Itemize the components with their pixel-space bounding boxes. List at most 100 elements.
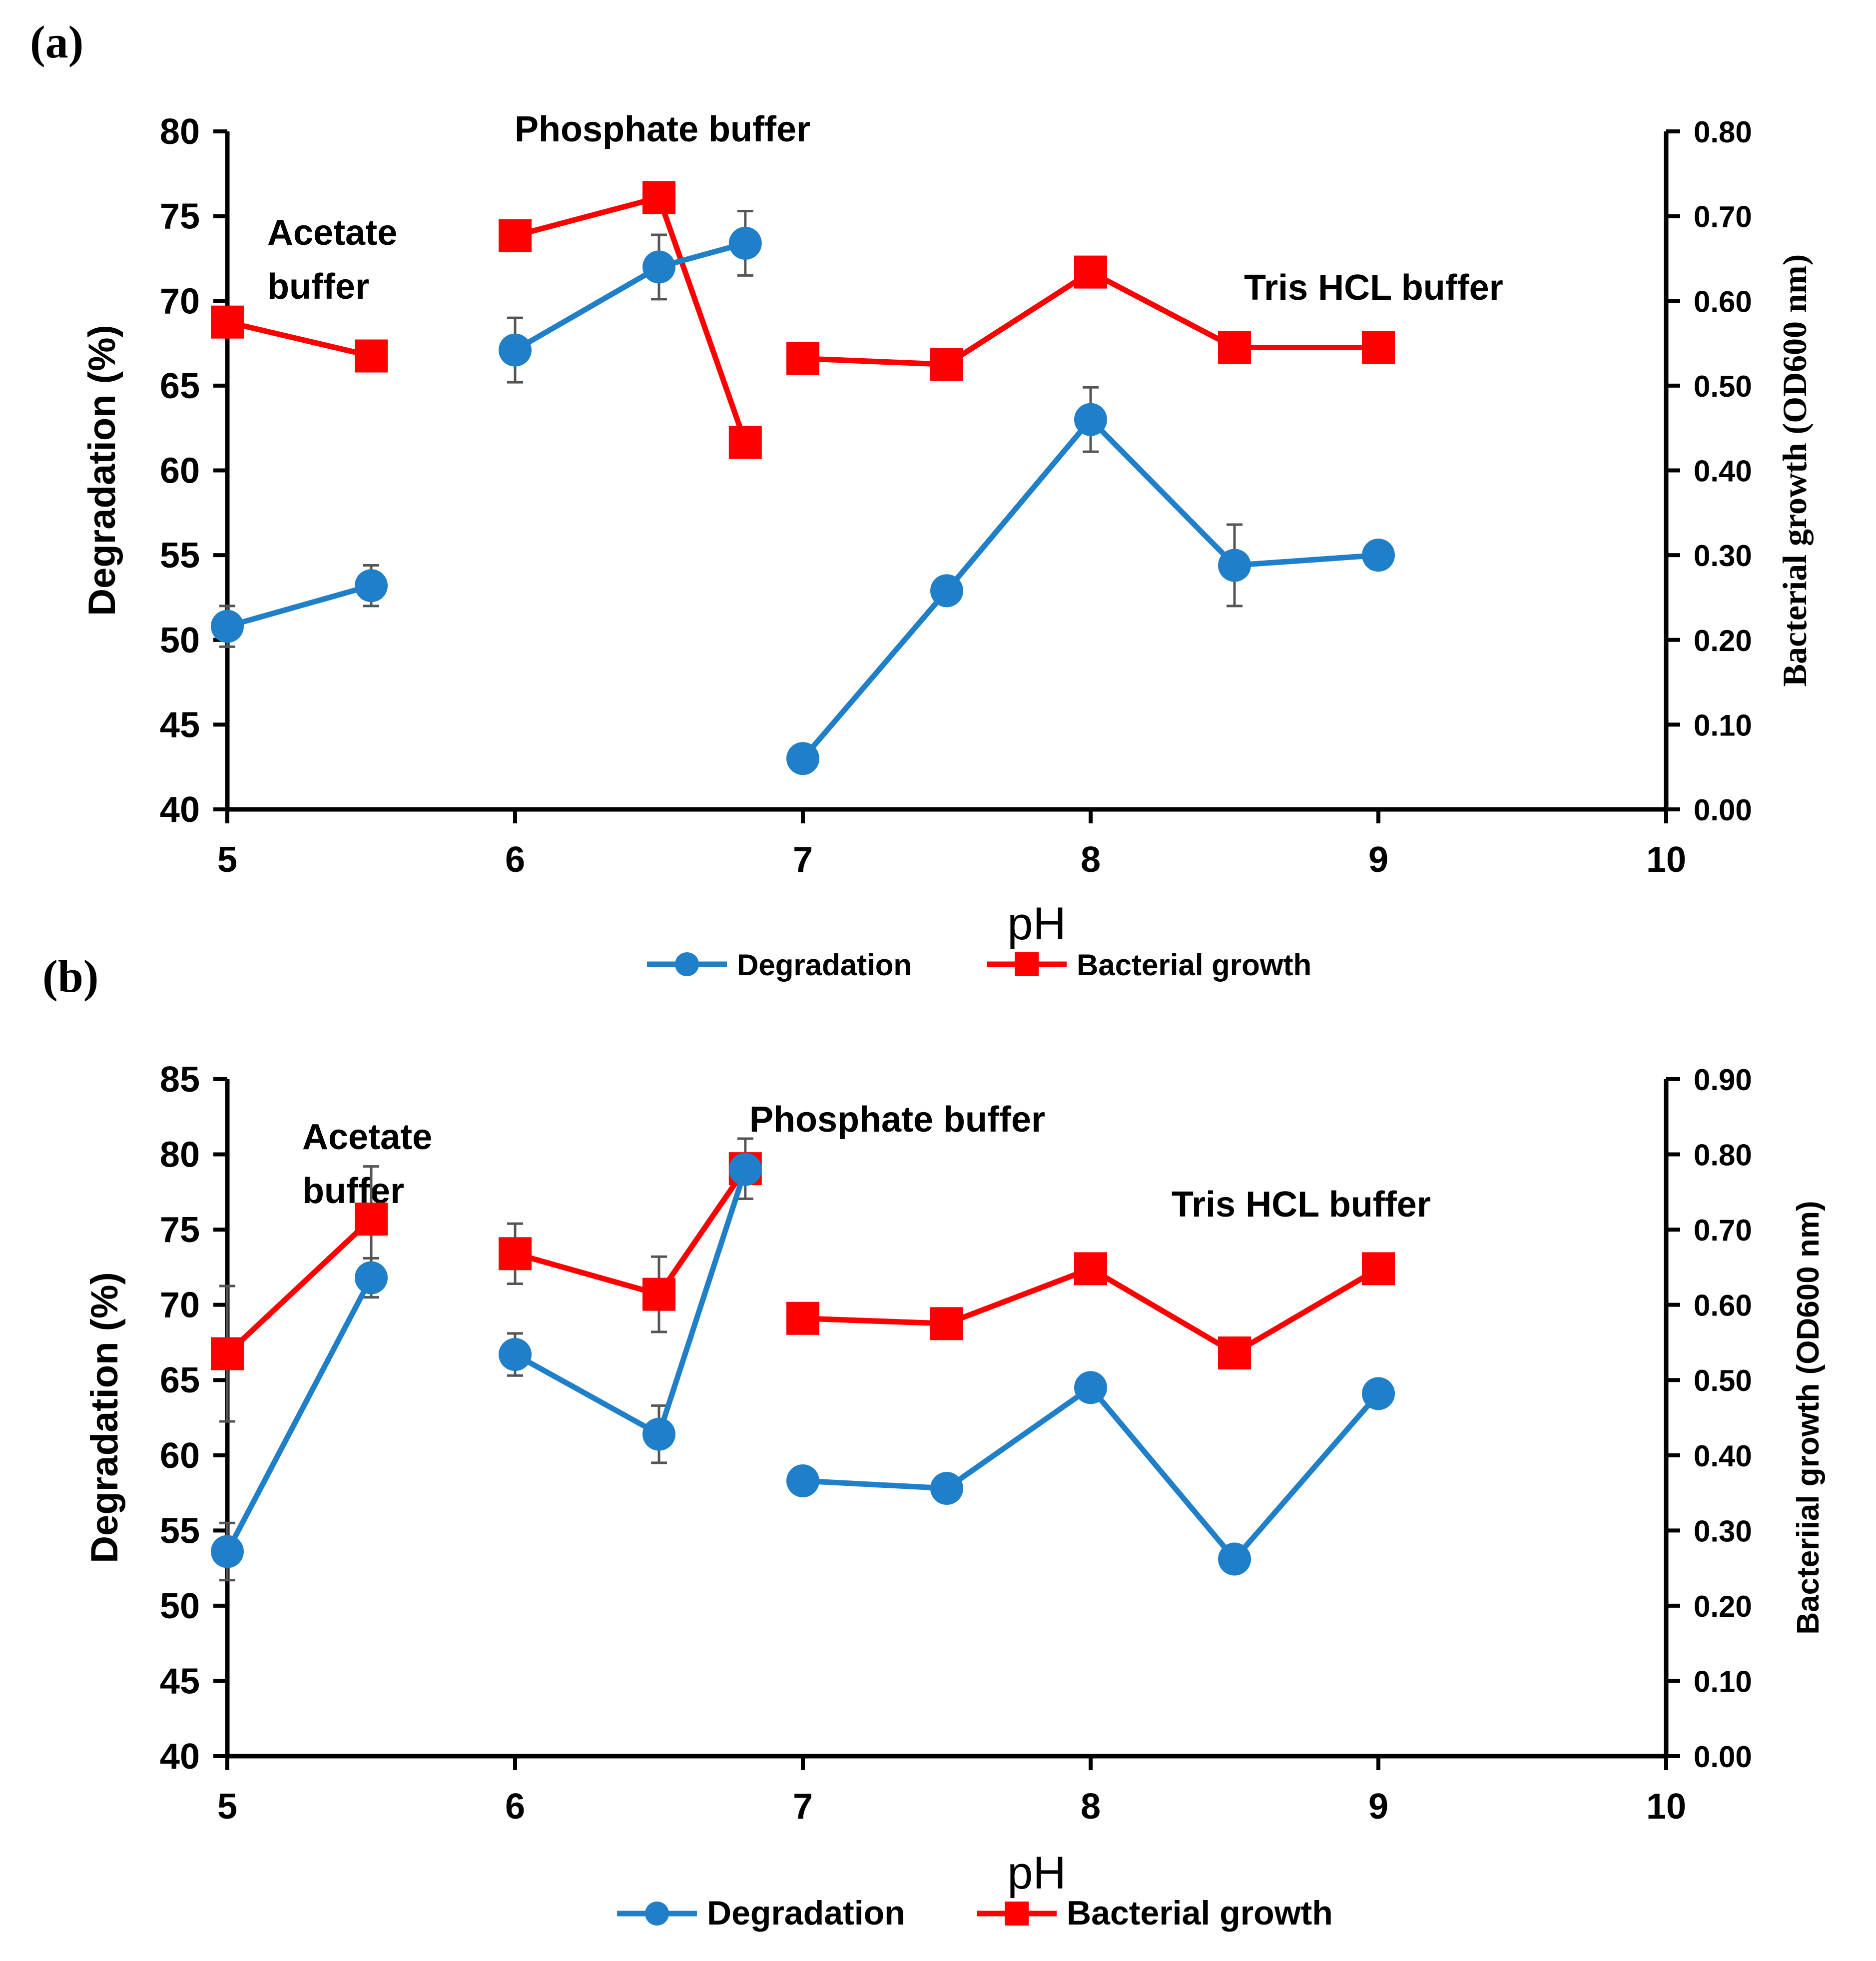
- x-tick-label: 8: [1081, 1787, 1101, 1827]
- legend: Degradation Bacterial growth: [647, 948, 1311, 982]
- y-axis-right-title: Bacteriial growth (OD600 nm): [1791, 1201, 1826, 1634]
- data-point-degradation: [642, 250, 675, 284]
- x-tick-label: 10: [1646, 840, 1686, 880]
- y-right-tick-label: 0.70: [1694, 1214, 1752, 1247]
- buffer-annotation: Acetate: [267, 213, 397, 253]
- y-right-tick-label: 0.30: [1694, 1514, 1752, 1548]
- y-right-tick-label: 0.50: [1694, 370, 1752, 403]
- legend-label: Bacterial growth: [1077, 948, 1311, 982]
- data-point-bacterial-growth: [355, 1203, 388, 1236]
- legend: Degradation Bacterial growth: [617, 1894, 1333, 1932]
- y-left-tick-label: 75: [160, 197, 200, 237]
- x-tick-label: 9: [1368, 840, 1388, 880]
- data-point-degradation: [1218, 549, 1251, 582]
- data-point-bacterial-growth: [499, 219, 532, 252]
- y-right-tick-label: 0.50: [1694, 1364, 1752, 1397]
- data-point-bacterial-growth: [786, 342, 819, 375]
- y-left-tick-label: 55: [160, 1511, 200, 1551]
- y-left-tick-label: 55: [160, 536, 200, 576]
- y-right-tick-label: 0.40: [1694, 1439, 1752, 1473]
- data-point-degradation: [930, 574, 963, 608]
- y-axis-left-title: Degradation (%): [81, 325, 123, 616]
- data-point-degradation: [642, 1417, 675, 1451]
- y-right-tick-label: 0.30: [1694, 539, 1752, 573]
- data-point-bacterial-growth: [930, 348, 963, 381]
- y-right-tick-label: 0.10: [1694, 1665, 1752, 1698]
- y-left-tick-label: 85: [160, 1060, 200, 1100]
- data-point-bacterial-growth: [1218, 331, 1251, 364]
- y-right-tick-label: 0.60: [1694, 1289, 1752, 1322]
- series-degradation: [211, 209, 1395, 775]
- legend-label: Degradation: [707, 1894, 905, 1932]
- data-point-bacterial-growth: [930, 1307, 963, 1340]
- data-point-bacterial-growth: [642, 1278, 675, 1311]
- y-right-tick-label: 0.80: [1694, 115, 1752, 149]
- data-point-degradation: [211, 610, 244, 643]
- legend-marker-degradation: [675, 952, 699, 976]
- data-point-degradation: [1074, 403, 1107, 436]
- x-tick-label: 10: [1646, 1787, 1686, 1827]
- series-degradation: [211, 1153, 1395, 1582]
- data-point-bacterial-growth: [355, 339, 388, 373]
- series-bacterial-growth: [211, 181, 1395, 459]
- data-point-degradation: [728, 1153, 762, 1186]
- x-tick-label: 7: [793, 840, 813, 880]
- buffer-annotation: buffer: [302, 1171, 404, 1211]
- y-axis-left-title: Degradation (%): [83, 1272, 126, 1563]
- buffer-annotation: Phosphate buffer: [515, 109, 810, 149]
- data-point-degradation: [1362, 1377, 1395, 1410]
- x-tick-label: 7: [793, 1787, 813, 1827]
- data-point-degradation: [211, 1535, 244, 1568]
- y-right-tick-label: 0.80: [1694, 1139, 1752, 1172]
- x-tick-label: 5: [217, 1787, 237, 1827]
- data-point-bacterial-growth: [211, 305, 244, 339]
- y-right-tick-label: 0.60: [1694, 285, 1752, 318]
- data-point-degradation: [1362, 539, 1395, 572]
- series-bacterial-growth: [211, 1137, 1395, 1423]
- data-point-degradation: [499, 333, 532, 367]
- y-right-tick-label: 0.20: [1694, 1590, 1752, 1623]
- data-point-bacterial-growth: [786, 1302, 819, 1335]
- data-point-degradation: [355, 569, 388, 603]
- y-right-tick-label: 0.40: [1694, 455, 1752, 488]
- y-right-tick-label: 0.10: [1694, 708, 1752, 742]
- chart-panel-a: (a) 5 6 7 8 9 10 40 45 50 55 60 65 70 75 80 0.00 0.10 0.20…: [30, 16, 1814, 982]
- y-left-tick-label: 50: [160, 1586, 200, 1626]
- y-axis-right-title: Bacterial growth (OD600 nm): [1776, 254, 1814, 687]
- x-axis-title: pH: [1007, 1848, 1066, 1899]
- x-tick-label: 6: [505, 1787, 525, 1827]
- x-tick-label: 9: [1368, 1787, 1388, 1827]
- y-left-tick-label: 45: [160, 705, 200, 745]
- data-point-bacterial-growth: [642, 181, 675, 214]
- y-right-tick-label: 0.20: [1694, 624, 1752, 657]
- data-point-degradation: [786, 742, 819, 775]
- data-point-bacterial-growth: [1074, 255, 1107, 289]
- y-left-tick-label: 40: [160, 790, 200, 830]
- data-point-bacterial-growth: [728, 426, 762, 459]
- series-line: [226, 319, 372, 359]
- data-point-degradation: [499, 1338, 532, 1371]
- y-left-tick-label: 60: [160, 1436, 200, 1476]
- x-tick-label: 8: [1081, 840, 1101, 880]
- data-point-degradation: [1074, 1371, 1107, 1404]
- legend-marker-degradation: [645, 1902, 669, 1926]
- legend-marker-bacterial-growth: [1005, 1902, 1029, 1926]
- x-tick-label: 6: [505, 840, 525, 880]
- chart-panel-b: (b) 5 6 7 8 9 10 40 45 50 55 60 65 70 75 80 85 0.00 0.10 0.…: [42, 951, 1826, 1932]
- buffer-annotation: Tris HCL buffer: [1244, 268, 1503, 308]
- data-point-bacterial-growth: [1362, 331, 1395, 364]
- data-point-degradation: [786, 1464, 819, 1497]
- y-right-tick-label: 0.70: [1694, 200, 1752, 234]
- y-right-tick-label: 0.00: [1694, 793, 1752, 827]
- data-point-bacterial-growth: [499, 1237, 532, 1271]
- y-right-tick-label: 0.90: [1694, 1063, 1752, 1097]
- buffer-annotation: Phosphate buffer: [749, 1100, 1045, 1140]
- panel-label: (b): [42, 951, 98, 1002]
- y-left-tick-label: 60: [160, 451, 200, 491]
- y-left-tick-label: 50: [160, 621, 200, 660]
- buffer-annotation: Tris HCL buffer: [1172, 1185, 1431, 1225]
- panel-label: (a): [30, 16, 83, 67]
- y-left-tick-label: 65: [160, 1360, 200, 1400]
- buffer-annotation: buffer: [267, 267, 369, 307]
- series-line: [225, 1276, 374, 1553]
